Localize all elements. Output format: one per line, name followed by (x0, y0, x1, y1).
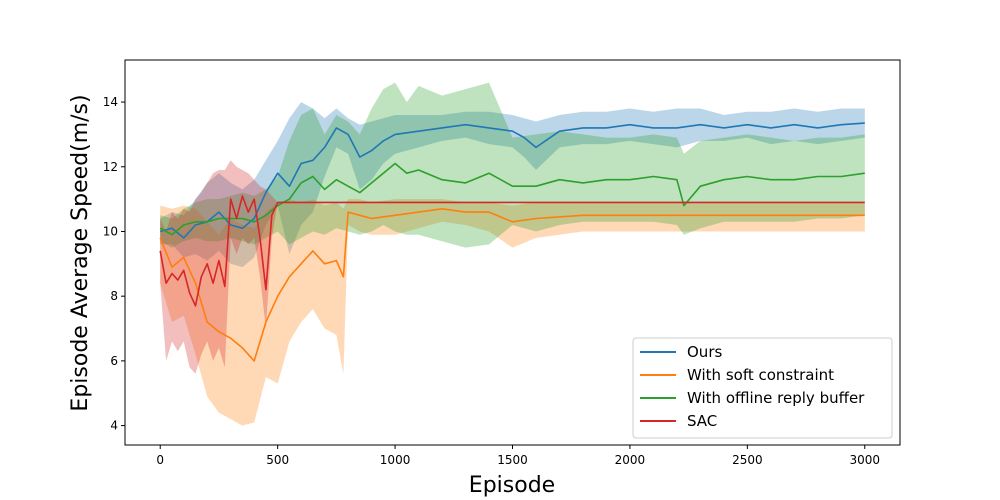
x-tick-label: 2000 (615, 453, 646, 467)
legend: Ours With soft constraint With offline rep… (632, 337, 893, 439)
line-with-offline-reply-buffer (159, 162, 865, 236)
x-axis-ticks: 0 500 1000 1500 2000 2500 3000 (156, 445, 880, 467)
x-tick-label: 500 (266, 453, 289, 467)
y-tick-label: 10 (103, 224, 118, 238)
band-with-soft-constraint (160, 199, 865, 426)
x-tick-label: 3000 (849, 453, 880, 467)
legend-box (632, 337, 893, 439)
legend-label-sac: SAC (687, 412, 717, 430)
band-ours (160, 102, 865, 268)
y-tick-label: 14 (103, 95, 118, 109)
y-axis-ticks: 4 6 8 10 12 14 (103, 95, 125, 433)
x-tick-label: 1000 (380, 453, 411, 467)
legend-label-with-offline-reply-buffer: With offline reply buffer (687, 389, 865, 407)
confidence-bands (160, 82, 865, 426)
y-tick-label: 6 (110, 354, 118, 368)
line-ours (159, 122, 865, 239)
line-with-soft-constraint (159, 208, 865, 362)
x-tick-label: 1500 (497, 453, 528, 467)
y-tick-label: 12 (103, 160, 118, 174)
legend-label-with-soft-constraint: With soft constraint (687, 366, 834, 384)
legend-label-ours: Ours (687, 343, 722, 361)
x-tick-label: 0 (156, 453, 164, 467)
band-with-offline-reply-buffer (160, 82, 865, 248)
series-lines (159, 122, 865, 362)
y-tick-label: 8 (110, 289, 118, 303)
x-axis-title: Episode (469, 473, 555, 498)
band-sac (160, 160, 865, 374)
line-sac (159, 195, 865, 307)
y-axis-title: Episode Average Speed(m/s) (68, 94, 93, 411)
x-tick-label: 2500 (732, 453, 763, 467)
y-tick-label: 4 (110, 419, 118, 433)
